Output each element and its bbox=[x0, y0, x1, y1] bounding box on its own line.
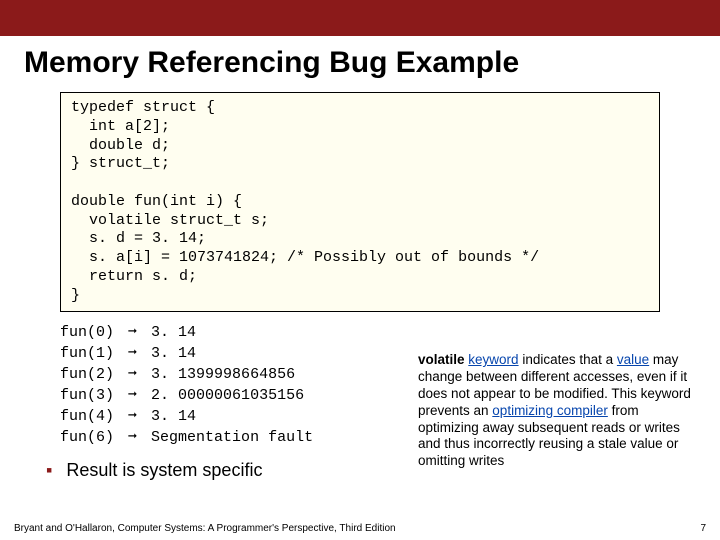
top-bar bbox=[0, 0, 720, 36]
bullet-icon: ▪ bbox=[46, 460, 52, 480]
note-bold: volatile bbox=[418, 352, 465, 367]
slide-title: Memory Referencing Bug Example bbox=[0, 36, 720, 92]
value-link[interactable]: value bbox=[617, 352, 649, 367]
arrow-icon: ➞ bbox=[128, 385, 137, 406]
page-number: 7 bbox=[700, 523, 706, 534]
keyword-link[interactable]: keyword bbox=[468, 352, 518, 367]
fun-calls: fun(0) fun(1) fun(2) fun(3) fun(4) fun(6… bbox=[60, 322, 114, 448]
arrow-icon: ➞ bbox=[128, 364, 137, 385]
arrow-icon: ➞ bbox=[128, 322, 137, 343]
arrow-icon: ➞ bbox=[128, 343, 137, 364]
arrow-column: ➞ ➞ ➞ ➞ ➞ ➞ bbox=[128, 322, 137, 448]
fun-values: 3. 14 3. 14 3. 1399998664856 2. 00000061… bbox=[151, 322, 313, 448]
arrow-icon: ➞ bbox=[128, 406, 137, 427]
arrow-icon: ➞ bbox=[128, 427, 137, 448]
code-box: typedef struct { int a[2]; double d; } s… bbox=[60, 92, 660, 312]
note-text: indicates that a bbox=[519, 352, 617, 367]
footer: Bryant and O'Hallaron, Computer Systems:… bbox=[14, 523, 706, 534]
bullet-text: Result is system specific bbox=[66, 460, 262, 480]
footer-attribution: Bryant and O'Hallaron, Computer Systems:… bbox=[14, 523, 396, 534]
volatile-note: volatile keyword indicates that a value … bbox=[418, 352, 696, 470]
compiler-link[interactable]: optimizing compiler bbox=[492, 403, 608, 418]
